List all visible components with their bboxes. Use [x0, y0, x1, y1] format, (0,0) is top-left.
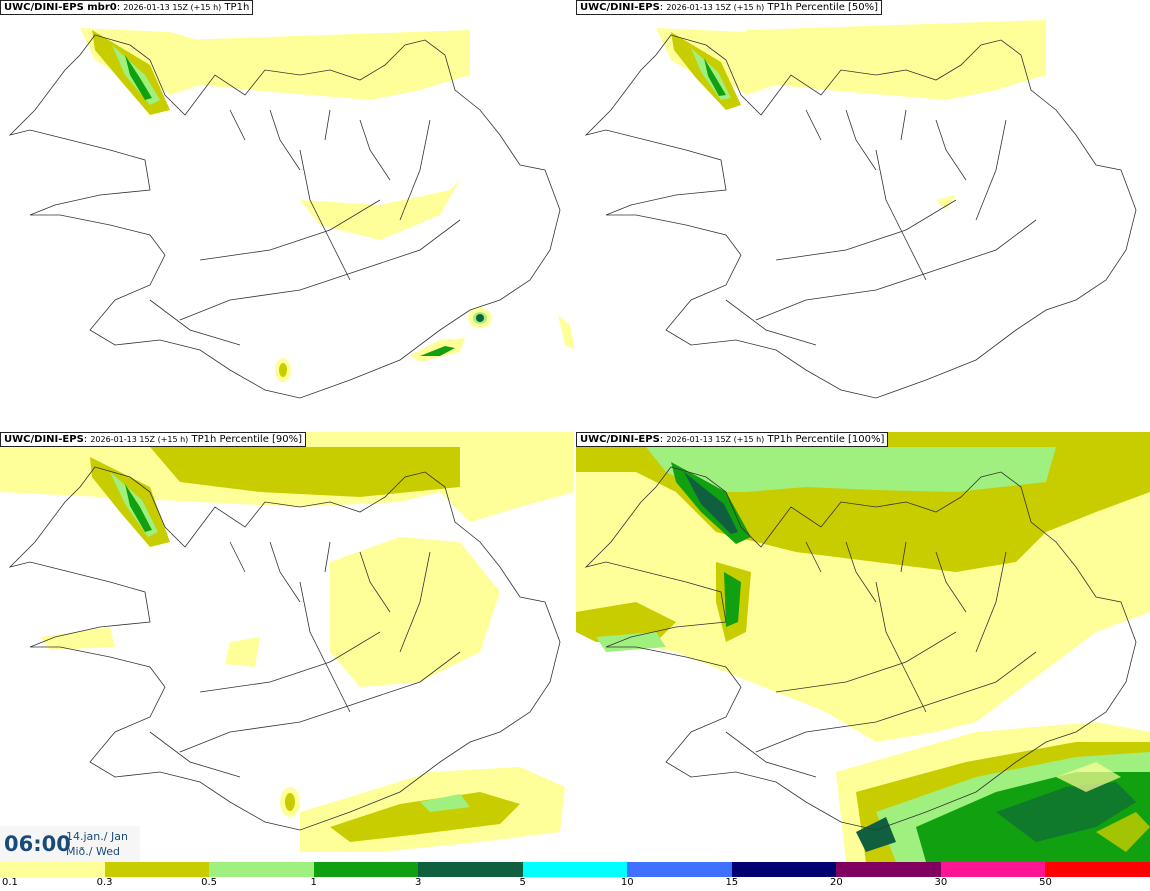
- colorbar-tick-label: 0.5: [201, 877, 218, 888]
- colorbar-segment: [1045, 862, 1150, 877]
- colorbar-tick-label: 10: [620, 877, 634, 888]
- valid-date: 14.jan./ Jan: [66, 830, 128, 843]
- precip-map: [576, 432, 1150, 862]
- colorbar-segment: [418, 862, 523, 877]
- map-panel-p100: UWC/DINI-EPS: 2026-01-13 15Z (+15 h) TP1…: [576, 432, 1150, 862]
- colorbar-tick-label: 50: [1039, 877, 1052, 888]
- valid-time: 06:00: [4, 832, 71, 856]
- colorbar-segment: [836, 862, 941, 877]
- panel-title: UWC/DINI-EPS: 2026-01-13 15Z (+15 h) TP1…: [576, 432, 889, 447]
- colorbar-segment: [522, 862, 628, 877]
- colorbar-tick-label: 5: [519, 877, 526, 888]
- colorbar-tick-label: 0.3: [96, 877, 113, 888]
- colorbar-tick-label: 20: [829, 877, 843, 888]
- panel-title: UWC/DINI-EPS mbr0: 2026-01-13 15Z (+15 h…: [0, 0, 254, 15]
- panel-divider: [0, 430, 1150, 432]
- precip-map: [585, 20, 1137, 399]
- colorbar-tick-label: 30: [934, 877, 948, 888]
- colorbar-segment: [627, 862, 732, 877]
- colorbar-tick-label: 0.1: [2, 877, 18, 888]
- map-panel-p50: UWC/DINI-EPS: 2026-01-13 15Z (+15 h) TP1…: [576, 0, 1150, 430]
- colorbar-segment: [104, 862, 210, 877]
- colorbar: [0, 862, 1150, 877]
- panel-title: UWC/DINI-EPS: 2026-01-13 15Z (+15 h) TP1…: [576, 0, 883, 15]
- colorbar-segment: [313, 862, 419, 877]
- colorbar-segment: [0, 862, 105, 877]
- colorbar-segment: [209, 862, 314, 877]
- colorbar-segment: [940, 862, 1046, 877]
- colorbar-tick-label: 1: [310, 877, 317, 888]
- map-panel-p90: UWC/DINI-EPS: 2026-01-13 15Z (+15 h) TP1…: [0, 432, 574, 862]
- panel-title: UWC/DINI-EPS: 2026-01-13 15Z (+15 h) TP1…: [0, 432, 307, 447]
- colorbar-tick-label: 3: [414, 877, 422, 888]
- map-panel-mbr0: UWC/DINI-EPS mbr0: 2026-01-13 15Z (+15 h…: [0, 0, 574, 430]
- valid-time-box: 06:00 14.jan./ Jan Mið./ Wed: [0, 826, 140, 862]
- precip-map: [9, 28, 574, 399]
- colorbar-segment: [731, 862, 837, 877]
- colorbar-labels: 0.1 0.3 0.5 1 3 5 10 15 20 30 50: [0, 877, 1150, 891]
- colorbar-tick-label: 15: [725, 877, 739, 888]
- precip-map: [0, 432, 574, 852]
- valid-weekday: Mið./ Wed: [66, 845, 120, 858]
